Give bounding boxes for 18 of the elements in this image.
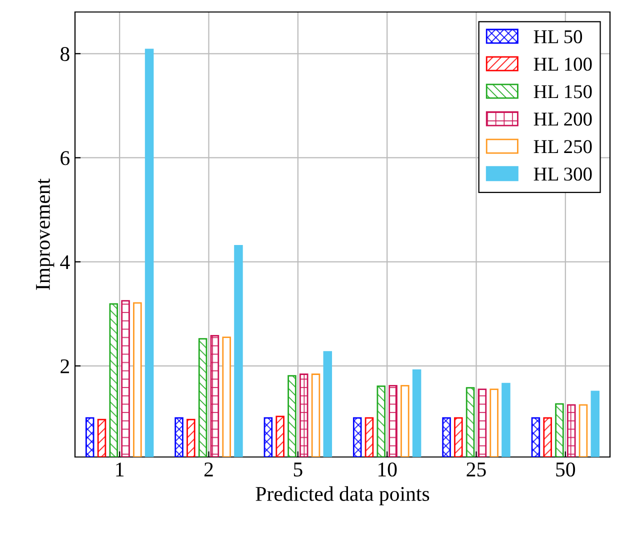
y-axis-title: Improvement — [36, 178, 54, 290]
legend-label: HL 200 — [534, 112, 592, 126]
legend-label: HL 100 — [534, 58, 592, 71]
x-tick-label: 1 — [116, 462, 124, 476]
y-tick-label: 6 — [60, 151, 70, 166]
x-tick-label: 50 — [556, 462, 576, 477]
legend-label: HL 150 — [534, 85, 592, 98]
x-tick-label: 10 — [378, 462, 397, 477]
y-tick-label: 8 — [60, 47, 70, 62]
x-tick-label: 25 — [466, 462, 486, 477]
x-tick-label: 5 — [294, 462, 302, 477]
x-axis-title: Predicted data points — [256, 486, 430, 506]
legend-label: HL 250 — [534, 140, 592, 154]
y-tick-label: 4 — [60, 255, 70, 270]
x-tick-label: 2 — [204, 462, 213, 476]
legend-label: HL 50 — [534, 30, 582, 44]
legend-label: HL 300 — [534, 168, 592, 181]
y-tick-label: 2 — [60, 359, 69, 374]
